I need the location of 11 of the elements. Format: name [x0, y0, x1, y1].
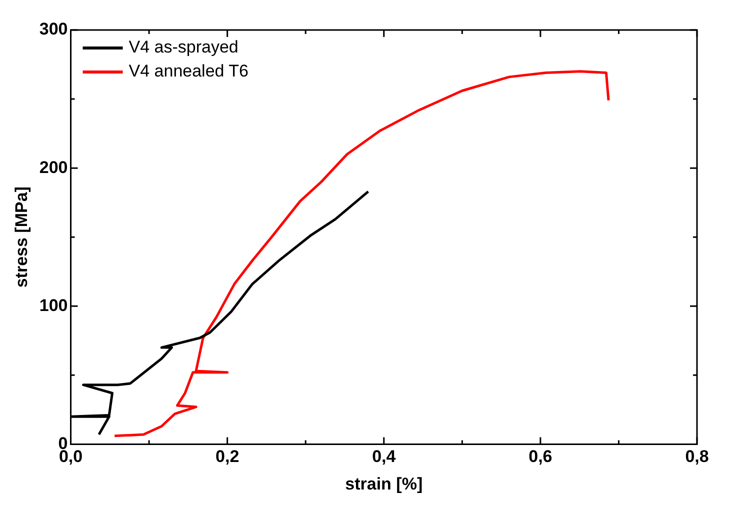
legend-label: V4 annealed T6 [128, 62, 248, 81]
x-tick-label: 0,8 [685, 447, 709, 466]
y-axis-title: stress [MPa] [12, 186, 31, 288]
y-tick-label: 200 [39, 158, 68, 177]
x-tick-label: 0,4 [372, 447, 396, 466]
x-axis-title: strain [%] [345, 474, 423, 494]
legend-label: V4 as-sprayed [128, 38, 238, 57]
x-tick-label: 0,2 [216, 447, 240, 466]
y-tick-label: 100 [39, 296, 68, 315]
y-tick-label: 300 [39, 20, 68, 39]
x-tick-label: 0,6 [528, 447, 552, 466]
